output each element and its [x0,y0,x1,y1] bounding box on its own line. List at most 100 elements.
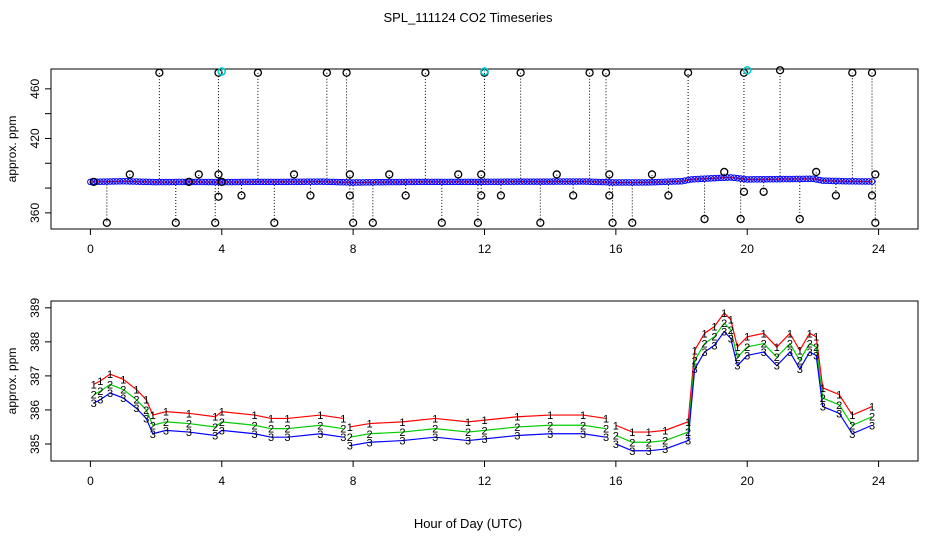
top-spike-marker [867,191,877,200]
bottom-series-2-marker: 2 [366,429,372,441]
top-spike-marker [237,191,246,200]
bottom-series-3-marker: 3 [120,393,126,405]
top-baseline-point [750,176,758,183]
top-baseline-point [681,177,689,184]
bottom-series-1-marker: 1 [774,342,780,354]
top-baseline-point [412,178,419,186]
top-spike-marker [775,66,785,75]
top-spike-marker [306,191,315,200]
bottom-series-1-marker: 1 [268,413,274,425]
top-spike-marker [867,68,877,77]
top-spike-marker [214,192,223,201]
top-baseline-point [550,178,557,185]
top-baseline-point [819,177,827,184]
top-baseline-point [852,178,859,185]
top-baseline-point [405,178,413,186]
top-baseline-point [435,178,442,186]
top-baseline-point [543,178,551,185]
bottom-series-1-line [93,373,344,420]
bottom-series-2-marker: 2 [284,424,290,436]
bottom-series-3-marker: 3 [701,347,707,359]
top-baseline-point [152,178,160,186]
top-baseline-point [599,178,607,186]
bottom-series-3-marker: 3 [744,350,750,362]
top-baseline-point [468,178,475,186]
bottom-series-2-line [93,383,344,430]
top-baseline-point [533,178,541,185]
top-baseline-point [829,177,836,185]
top-baseline-point [195,178,203,186]
bottom-series-3-marker: 3 [820,402,826,414]
bottom-series-1-marker: 1 [317,410,323,422]
top-spike-marker [647,170,657,179]
top-baseline-point [789,175,797,183]
top-baseline-point [688,176,695,183]
top-baseline-point [553,178,561,185]
bottom-series-2-marker: 2 [163,417,169,429]
top-baseline-point [142,178,150,186]
top-spike-marker [605,191,614,200]
bottom-series-2-marker: 2 [120,385,126,397]
top-spike-marker [211,218,220,227]
top-baseline-point [339,178,347,186]
bottom-series-3-marker: 3 [252,429,258,441]
bottom-series-1-marker: 1 [186,408,192,420]
top-spike-marker [477,191,486,200]
bottom-series-1-marker: 1 [340,413,346,425]
top-baseline-point [858,178,866,185]
top-baseline-point [221,178,229,186]
top-baseline-point [441,178,449,186]
top-spike-marker [683,68,693,77]
bottom-y-tick-label: 385 [28,434,42,454]
bottom-series-2-marker: 2 [701,339,707,351]
top-baseline-point [376,178,383,186]
top-baseline-point [556,178,564,185]
top-baseline-point [202,178,209,186]
bottom-series-3-marker: 3 [97,395,103,407]
top-baseline-point [753,176,761,183]
top-baseline-point [280,178,288,186]
top-baseline-point [428,178,436,186]
top-baseline-point [139,178,147,186]
top-baseline-point [205,178,212,186]
x-axis-label: Hour of Day (UTC) [414,516,522,531]
top-baseline-point [461,178,469,186]
top-spike-marker [516,68,525,77]
top-y-tick-label: 420 [28,128,42,148]
bottom-series-2-marker: 2 [869,412,875,424]
top-baseline-point [185,178,193,186]
bottom-series-1-marker: 1 [465,417,471,429]
bottom-series-2-marker: 2 [711,332,717,344]
top-baseline-point [812,176,820,183]
top-spike-marker [102,218,111,227]
top-spike-marker [496,191,506,200]
top-baseline-point [569,178,577,185]
bottom-series-3-marker: 3 [212,430,218,442]
bottom-series-3-marker: 3 [774,361,780,373]
top-spike-marker [89,177,98,187]
bottom-series-3-marker: 3 [787,347,793,359]
top-baseline-point [671,178,679,185]
top-baseline-point [615,179,623,186]
bottom-series-1-marker: 1 [91,379,97,391]
top-spike-marker [125,170,134,179]
top-baseline-point [707,175,715,182]
bottom-series-1-line [615,311,873,433]
bottom-series-3-marker: 3 [284,432,290,444]
bottom-series-3-marker: 3 [836,408,842,420]
bottom-series-1-marker: 1 [547,410,553,422]
top-baseline-point [366,179,373,186]
bottom-series-1-marker: 1 [646,427,652,439]
bottom-series-3-marker: 3 [91,398,97,410]
bottom-series-3-marker: 3 [761,347,767,359]
top-x-tick-label: 8 [350,242,357,256]
top-x-tick-label: 12 [478,242,492,256]
bottom-series-2-marker: 2 [662,436,668,448]
top-baseline-point [228,178,235,186]
bottom-series-3-marker: 3 [399,436,405,448]
bottom-series-3-marker: 3 [849,429,855,441]
top-baseline-point [87,178,94,186]
bottom-series-3-marker: 3 [629,446,635,458]
top-baseline-point [783,175,790,183]
top-baseline-point [826,177,833,185]
